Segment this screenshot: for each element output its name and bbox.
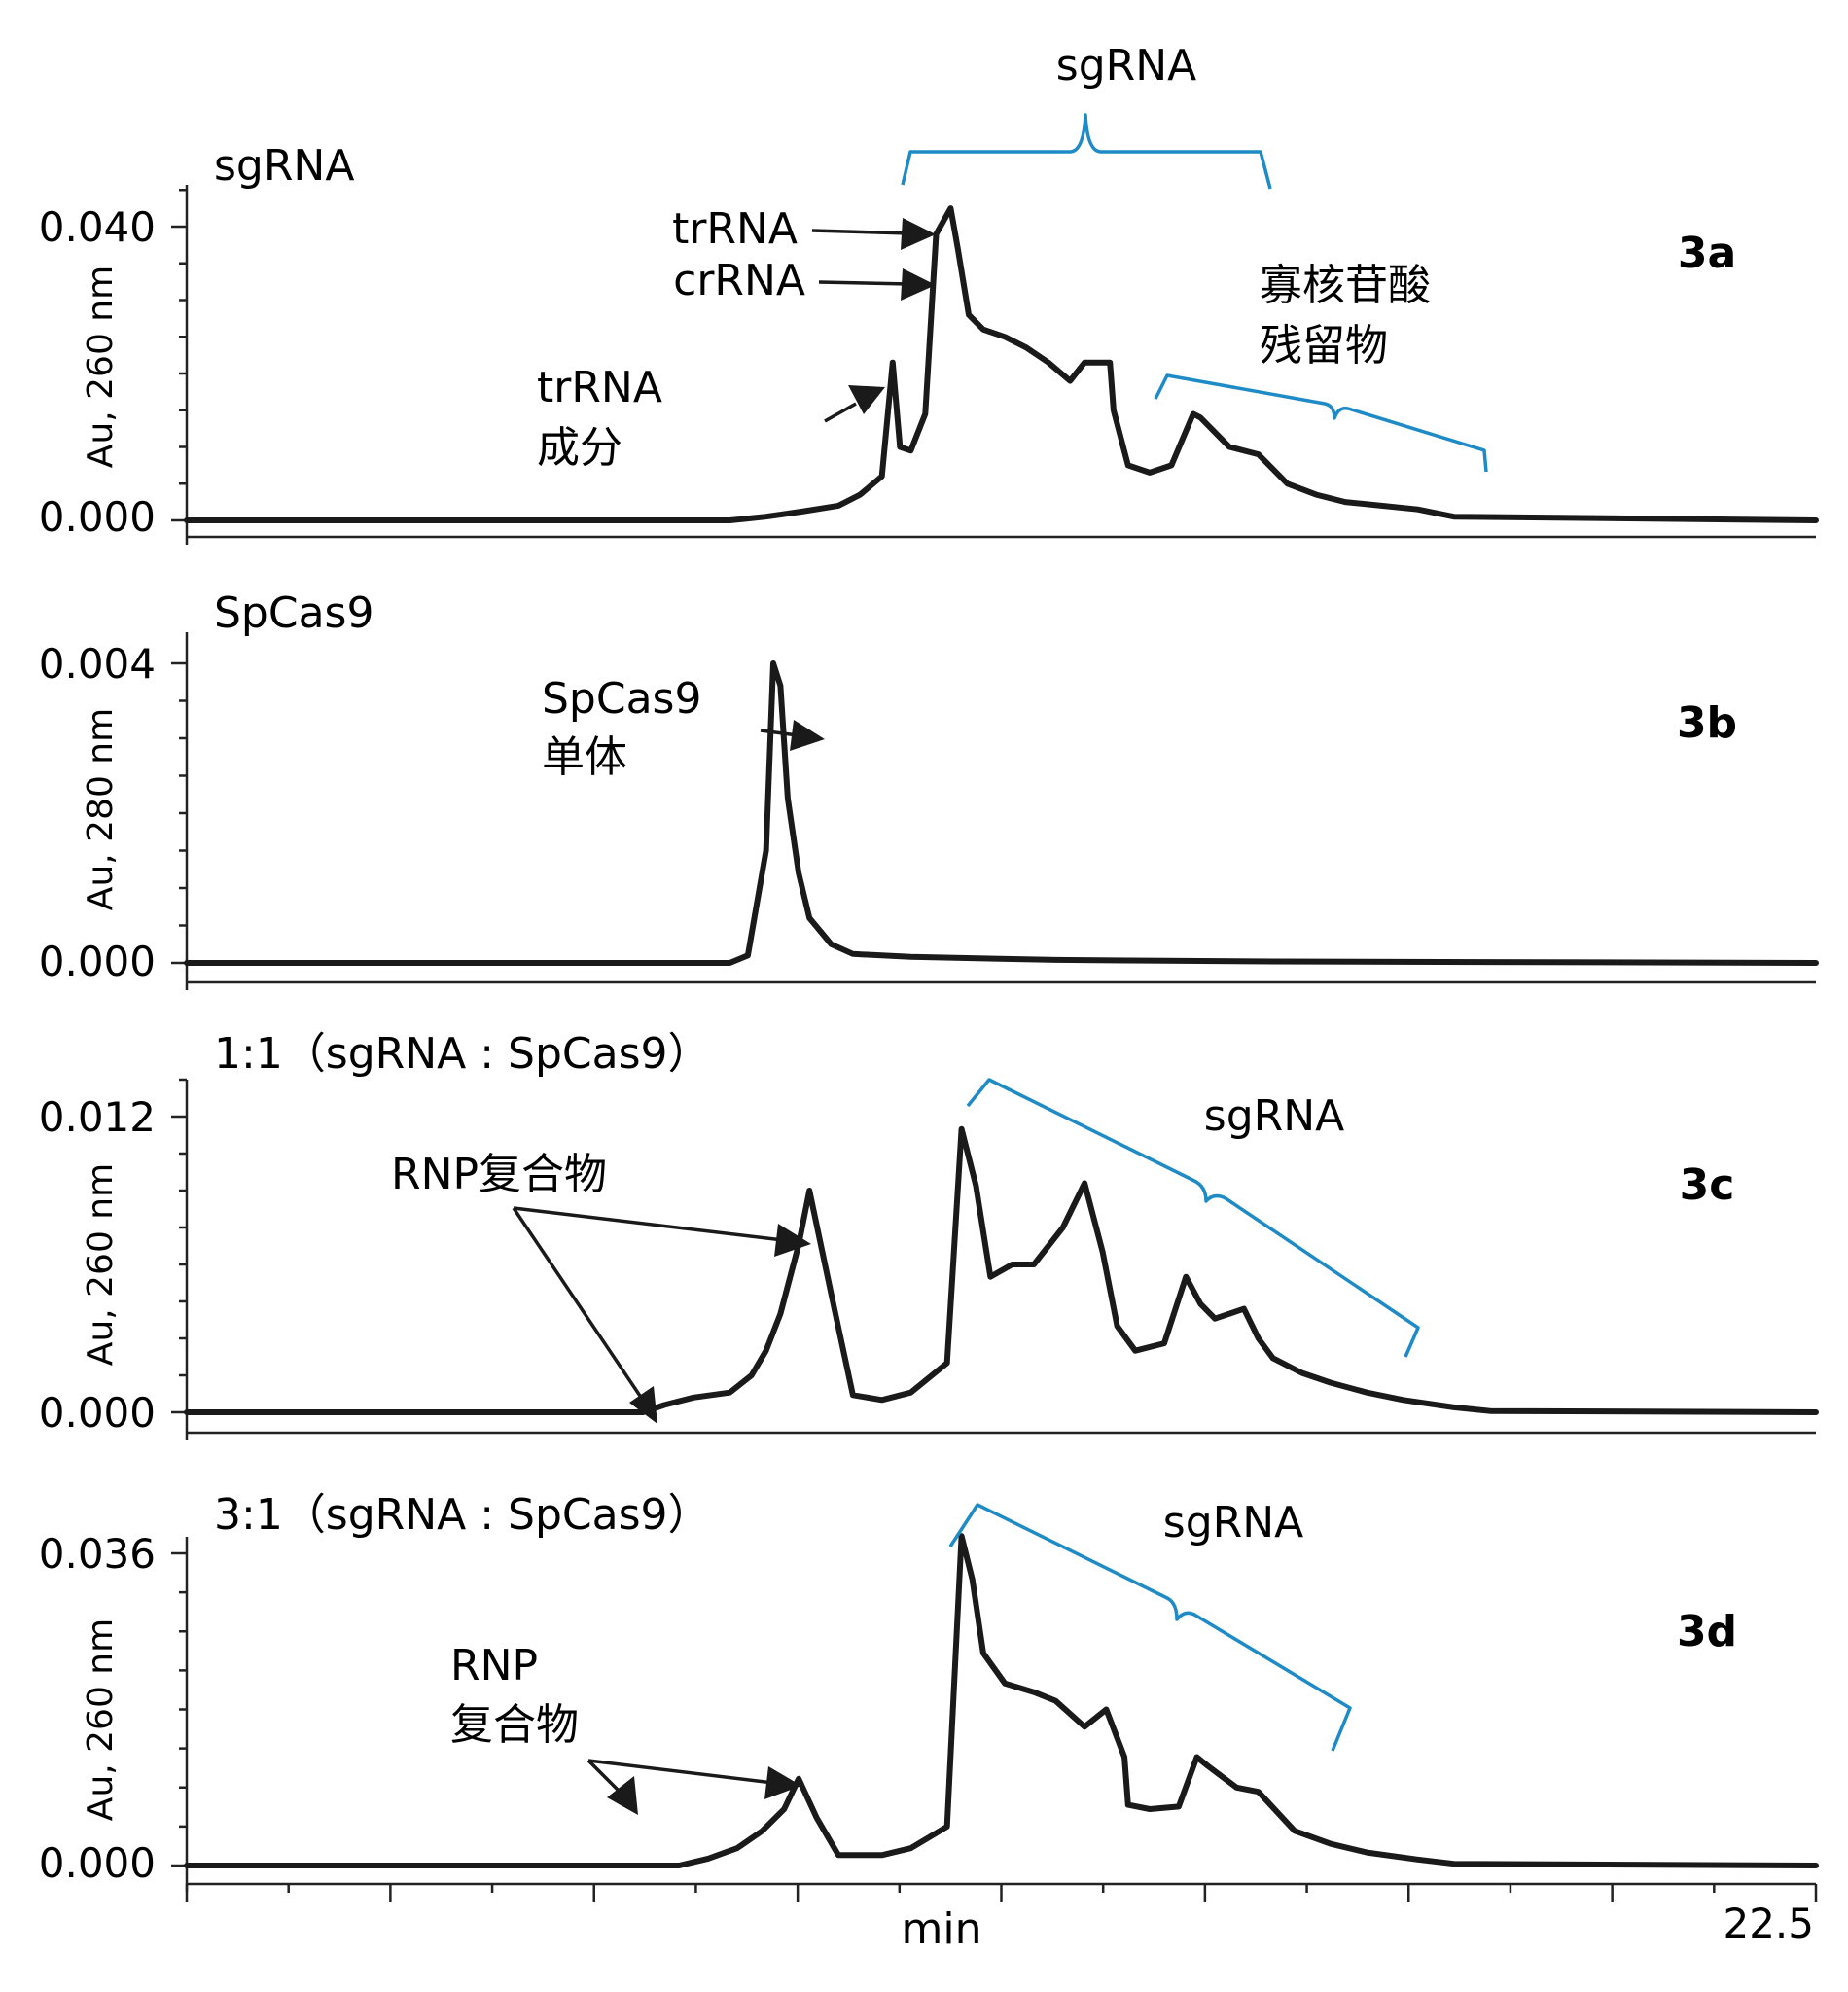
y-axis-3d xyxy=(171,1537,189,1892)
y-axis-3a xyxy=(171,185,189,545)
panel-3d: 3:1（sgRNA : SpCas9） 3d Au, 260 nm 0.000 … xyxy=(39,1490,1819,1902)
x-axis-end-label: 22.5 xyxy=(1723,1900,1814,1947)
panel-title-3c: 1:1（sgRNA : SpCas9） xyxy=(214,1029,711,1079)
annot-3a-crrna: crRNA xyxy=(673,256,805,305)
bracket-top-sgrna xyxy=(901,113,1272,190)
annot-3b-monomer: 单体 xyxy=(542,732,627,782)
panel-tag-3b: 3b xyxy=(1677,698,1737,748)
panel-tag-3d: 3d xyxy=(1677,1607,1737,1656)
arrow-3a-trrna-part xyxy=(824,385,885,423)
panel-title-3b: SpCas9 xyxy=(214,588,373,638)
annot-3a-trrna: trRNA xyxy=(672,204,798,254)
arrow-3a-crrna xyxy=(818,268,936,301)
y-axis-label-3d: Au, 260 nm xyxy=(81,1618,121,1821)
panel-3a: sgRNA 3a Au, 260 nm 0.000 0.040 trRNA cr… xyxy=(39,113,1819,545)
x-ticks xyxy=(185,1884,1818,1902)
arrow-3c-rnp-main xyxy=(513,1206,811,1257)
y-tick-label-3a-1: 0.040 xyxy=(39,203,156,251)
y-tick-label-3b-0: 0.000 xyxy=(39,938,156,985)
bracket-3a-residue xyxy=(1154,374,1488,473)
panel-3b: SpCas9 3b Au, 280 nm 0.000 0.004 SpCas9 … xyxy=(39,588,1819,990)
panel-3c: 1:1（sgRNA : SpCas9） 3c Au, 260 nm 0.000 … xyxy=(39,1029,1819,1440)
trace-3b xyxy=(184,660,1819,966)
trace-3c xyxy=(184,1125,1819,1415)
top-sgrna-label: sgRNA xyxy=(1056,41,1196,90)
annot-3c-sgrna: sgRNA xyxy=(1204,1091,1344,1141)
arrow-3c-rnp-early xyxy=(512,1207,657,1424)
y-axis-label-3a: Au, 260 nm xyxy=(81,266,121,468)
arrow-3d-rnp-main xyxy=(587,1759,801,1799)
arrow-3d-rnp-early xyxy=(586,1759,638,1815)
y-axis-label-3c: Au, 260 nm xyxy=(81,1163,121,1366)
annot-3d-sgrna: sgRNA xyxy=(1163,1498,1303,1547)
annot-3b-spcas9: SpCas9 xyxy=(542,674,701,724)
y-tick-label-3a-0: 0.000 xyxy=(39,493,156,541)
y-tick-label-3c-1: 0.012 xyxy=(39,1093,156,1141)
y-tick-label-3c-0: 0.000 xyxy=(39,1389,156,1437)
annot-3a-trrna-part: trRNA xyxy=(537,363,662,412)
annot-3d-complex: 复合物 xyxy=(450,1700,579,1750)
y-axis-label-3b: Au, 280 nm xyxy=(81,708,121,910)
annot-3a-component: 成分 xyxy=(537,423,622,473)
panel-tag-3a: 3a xyxy=(1678,229,1736,278)
panel-title-3a: sgRNA xyxy=(214,141,354,191)
panel-title-3d: 3:1（sgRNA : SpCas9） xyxy=(214,1490,711,1540)
x-axis-label: min xyxy=(902,1904,982,1954)
arrow-3b-monomer xyxy=(760,720,825,751)
y-axis-3b xyxy=(171,632,189,990)
annot-3a-residue: 残留物 xyxy=(1260,321,1388,371)
annot-3a-oligo: 寡核苷酸 xyxy=(1260,261,1431,310)
y-axis-3c xyxy=(171,1078,189,1440)
y-tick-label-3d-1: 0.036 xyxy=(39,1530,156,1578)
annot-3c-rnp: RNP复合物 xyxy=(391,1150,607,1199)
bracket-3c-sgrna xyxy=(966,1078,1420,1358)
bracket-3d-sgrna xyxy=(948,1503,1352,1752)
trace-3d xyxy=(184,1533,1819,1868)
trace-3a xyxy=(184,205,1819,523)
panel-tag-3c: 3c xyxy=(1680,1160,1735,1210)
y-tick-label-3b-1: 0.004 xyxy=(39,640,156,688)
arrow-3a-trrna xyxy=(811,218,936,250)
annot-3d-rnp: RNP xyxy=(450,1641,538,1690)
y-tick-label-3d-0: 0.000 xyxy=(39,1839,156,1887)
